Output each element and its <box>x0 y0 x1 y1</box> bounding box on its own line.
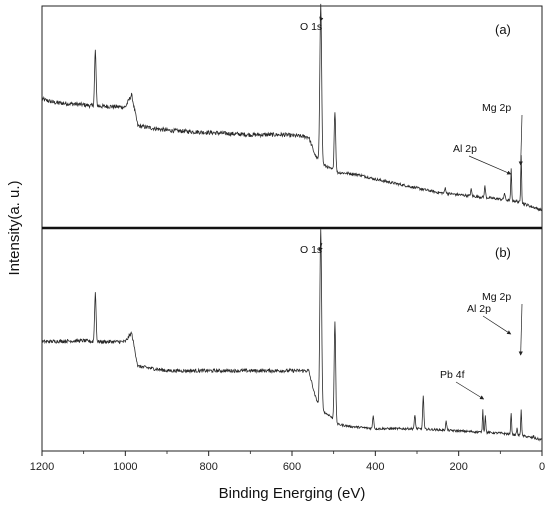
x-tick-label: 800 <box>199 461 217 473</box>
peak-annotation: Al 2p <box>453 143 477 155</box>
annotation-arrow <box>468 155 512 175</box>
x-tick-label: 400 <box>366 461 384 473</box>
peak-annotation: O 1s <box>300 21 322 33</box>
annotation-arrow <box>518 114 523 166</box>
panel-a: (a) O 1s Al 2p Mg 2p <box>41 3 543 212</box>
annotation-arrow <box>319 16 324 22</box>
peak-annotation: Pb 4f <box>440 369 465 381</box>
panel-label: (b) <box>495 245 511 260</box>
peak-annotation: Mg 2p <box>482 291 511 303</box>
annotation-arrow <box>518 303 523 356</box>
x-axis-title: Binding Energing (eV) <box>219 485 366 502</box>
annotation-arrow <box>455 381 485 400</box>
peak-annotation: Mg 2p <box>482 102 511 114</box>
peak-annotation: Al 2p <box>467 303 491 315</box>
x-tick-label: 1200 <box>30 461 54 473</box>
spectrum-line-a <box>41 3 543 212</box>
annotation-arrow <box>318 242 323 252</box>
x-tick-label: 1000 <box>113 461 137 473</box>
y-axis-title: Intensity(a. u.) <box>6 180 23 275</box>
x-tick-label: 600 <box>283 461 301 473</box>
panel-label: (a) <box>495 22 511 37</box>
spectrum-line-b <box>41 229 543 442</box>
x-tick-label: 200 <box>449 461 467 473</box>
annotation-arrow <box>482 315 512 335</box>
x-axis: 1200 1000 800 600 400 200 0 <box>30 451 545 473</box>
x-tick-label: 0 <box>539 461 545 473</box>
peak-annotation: O 1s <box>300 244 322 256</box>
